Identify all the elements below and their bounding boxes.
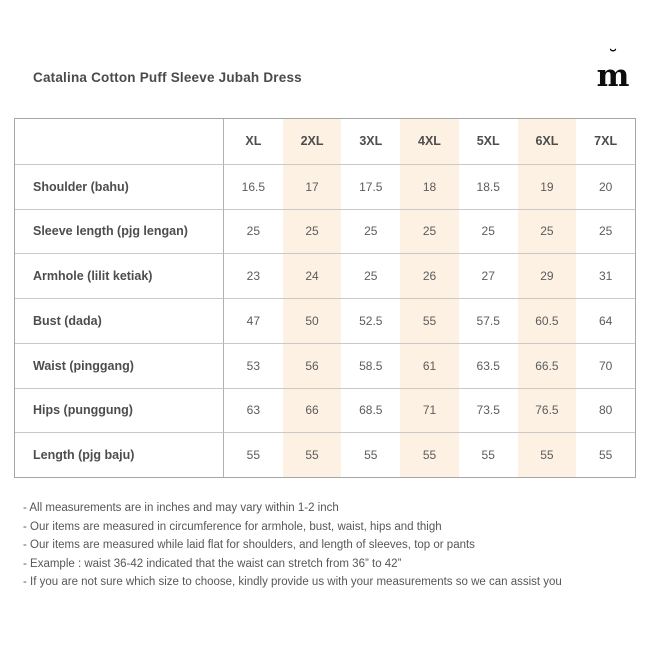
measurement-value: 60.5 [517, 298, 577, 343]
measurement-value: 25 [282, 208, 342, 254]
measurement-value: 64 [576, 298, 635, 343]
measurement-value: 47 [224, 298, 283, 343]
measurement-value: 71 [400, 387, 459, 433]
note-line: - Our items are measured in circumferenc… [23, 520, 442, 533]
measurement-value: 63 [224, 387, 283, 433]
measurement-value: 25 [458, 208, 518, 254]
size-column-header: XL [245, 134, 262, 149]
measurement-value: 70 [576, 342, 635, 388]
measurement-value: 55 [458, 432, 518, 477]
size-column-header: 3XL [359, 134, 383, 149]
measurement-label: Waist (pinggang) [15, 342, 224, 388]
measurement-label: Length (pjg baju) [15, 432, 224, 477]
size-column-header: 2XL [282, 119, 342, 164]
measurement-value: 25 [400, 208, 459, 254]
measurement-value: 63.5 [458, 342, 518, 388]
measurement-value: 17 [282, 163, 342, 209]
measurement-value: 31 [576, 253, 635, 298]
size-column-header: 5XL [476, 134, 500, 149]
measurement-value: 66.5 [517, 342, 577, 388]
measurement-value: 29 [517, 253, 577, 298]
measurement-value: 73.5 [458, 387, 518, 433]
measurement-value: 52.5 [341, 298, 401, 343]
measurement-value: 53 [224, 342, 283, 388]
size-column-header: 6XL [517, 119, 577, 164]
measurement-value: 17.5 [341, 163, 401, 209]
logo-letter: m [596, 58, 630, 94]
measurement-value: 80 [576, 387, 635, 433]
measurement-value: 19 [517, 163, 577, 209]
measurement-value: 55 [576, 432, 635, 477]
measurement-value: 61 [400, 342, 459, 388]
measurement-value: 50 [282, 298, 342, 343]
measurement-value: 27 [458, 253, 518, 298]
measurement-label: Shoulder (bahu) [15, 163, 224, 209]
measurement-value: 68.5 [341, 387, 401, 433]
measurement-label: Hips (punggung) [15, 387, 224, 433]
measurement-value: 25 [341, 208, 401, 254]
measurement-label: Armhole (lilit ketiak) [15, 253, 224, 298]
measurement-value: 55 [400, 432, 459, 477]
measurement-value: 57.5 [458, 298, 518, 343]
brand-logo-icon: ˘ m [592, 46, 634, 94]
measurement-value: 55 [224, 432, 283, 477]
measurement-value: 23 [224, 253, 283, 298]
measurement-value: 55 [517, 432, 577, 477]
table-corner-cell [15, 119, 224, 164]
measurement-label: Bust (dada) [15, 298, 224, 343]
measurement-value: 56 [282, 342, 342, 388]
note-line: - Example : waist 36-42 indicated that t… [23, 557, 402, 570]
measurement-value: 18 [400, 163, 459, 209]
note-line: - If you are not sure which size to choo… [23, 576, 562, 588]
measurement-value: 18.5 [458, 163, 518, 209]
measurement-value: 25 [576, 208, 635, 254]
size-column-header: 7XL [594, 134, 618, 149]
measurement-value: 25 [341, 253, 401, 298]
size-chart-table: XL 2XL 3XL 4XL 5XL 6XL 7XL Shoulder (bah… [14, 118, 636, 478]
measurement-value: 25 [224, 208, 283, 254]
measurement-value: 16.5 [224, 163, 283, 209]
note-line: - Our items are measured while laid flat… [23, 539, 475, 551]
size-column-header: 4XL [400, 119, 459, 164]
measurement-label: Sleeve length (pjg lengan) [15, 208, 224, 254]
measurement-value: 55 [282, 432, 342, 477]
measurement-notes: - All measurements are in inches and may… [23, 499, 643, 592]
measurement-value: 58.5 [341, 342, 401, 388]
measurement-value: 25 [517, 208, 577, 254]
measurement-value: 55 [341, 432, 401, 477]
measurement-value: 24 [282, 253, 342, 298]
measurement-value: 20 [576, 163, 635, 209]
measurement-value: 26 [400, 253, 459, 298]
measurement-value: 55 [400, 298, 459, 343]
product-title: Catalina Cotton Puff Sleeve Jubah Dress [33, 70, 302, 85]
measurement-value: 66 [282, 387, 342, 433]
note-line: - All measurements are in inches and may… [23, 502, 339, 514]
measurement-value: 76.5 [517, 387, 577, 433]
logo-breve-accent: ˘ [608, 46, 618, 68]
